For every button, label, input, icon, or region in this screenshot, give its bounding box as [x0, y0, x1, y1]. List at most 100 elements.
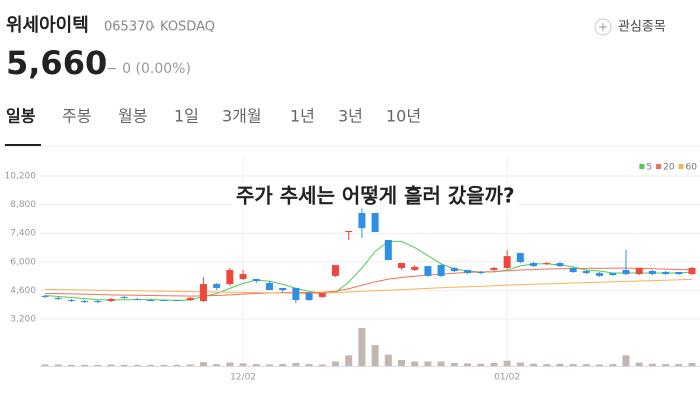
candle-body: [305, 293, 313, 300]
volume-bar: [345, 355, 353, 366]
volume-bar: [252, 364, 260, 366]
volume-bar: [292, 362, 300, 366]
annotation: 주가 추세는 어떻게 흘러 갔을까?: [236, 184, 515, 208]
watch-button[interactable]: 관심종목: [594, 18, 666, 36]
volume-bar: [371, 345, 379, 366]
candle-body: [543, 263, 551, 265]
candle-body: [609, 273, 617, 276]
candle-body: [107, 298, 115, 302]
candle-body: [596, 273, 604, 276]
volume-bar: [239, 363, 247, 366]
candle-body: [292, 287, 300, 300]
plus: [599, 23, 607, 31]
period-tab[interactable]: 1일: [174, 107, 199, 126]
y-tick-label: 3,200: [10, 314, 36, 324]
separator: [151, 25, 155, 29]
candle-body: [94, 301, 102, 303]
candle-body: [199, 284, 207, 302]
candle-body: [662, 272, 670, 275]
candle-body: [622, 269, 630, 275]
candle-body: [530, 263, 538, 267]
volume-bar: [160, 364, 168, 366]
volume-bar: [120, 364, 128, 366]
volume-bar: [464, 363, 472, 366]
candle-body: [516, 253, 524, 263]
candle-body: [147, 299, 155, 302]
volume-bar: [279, 364, 287, 366]
candle-body: [81, 301, 89, 303]
candle-body: [186, 297, 194, 300]
volume-bar: [582, 364, 590, 366]
period-tab[interactable]: 10년: [386, 107, 421, 126]
volume-bar: [477, 363, 485, 366]
period-tab[interactable]: 일봉: [6, 107, 36, 126]
volume-bar: [688, 362, 696, 366]
watch-label[interactable]: 관심종목: [618, 20, 666, 35]
volume-bar: [556, 363, 564, 366]
volume-bar: [358, 328, 366, 366]
volume-bar: [226, 362, 234, 366]
y-tick-label: 6,000: [10, 257, 36, 267]
volume-bar: [133, 364, 141, 366]
moving-average-line: [44, 267, 693, 297]
candle-body: [437, 265, 445, 276]
candle-body: [635, 267, 643, 275]
volume-bar: [424, 361, 432, 366]
stock-name: 위세아이텍: [6, 15, 89, 36]
period-tab[interactable]: 3개월: [222, 107, 262, 126]
moving-average-line: [44, 278, 693, 294]
candle-body: [556, 263, 564, 267]
y-tick-label: 8,800: [10, 200, 36, 210]
candle-body: [160, 299, 168, 302]
candle-body: [120, 296, 128, 298]
candle-body: [265, 283, 273, 290]
volume-bar: [186, 364, 194, 366]
tab-underline: [5, 144, 41, 146]
candle-body: [345, 230, 353, 232]
y-tick-label: 4,600: [10, 286, 36, 296]
candle-body: [54, 297, 62, 299]
volume-bar: [411, 361, 419, 366]
candle-body: [411, 266, 419, 270]
watch-icon: [594, 18, 612, 36]
candle-body: [252, 278, 260, 282]
volume-bar: [609, 364, 617, 366]
volume-bar: [305, 364, 313, 366]
candle-body: [477, 272, 485, 274]
period-tab[interactable]: 월봉: [118, 107, 147, 126]
volume-bar: [331, 361, 339, 366]
volume-bar: [437, 361, 445, 366]
candle-body: [398, 263, 406, 268]
period-tab[interactable]: 3년: [338, 107, 363, 126]
y-tick-label: 7,400: [10, 229, 36, 239]
candle-body: [582, 270, 590, 274]
legend-swatch: [639, 164, 645, 169]
market: KOSDAQ: [160, 20, 215, 35]
volume-bar: [67, 364, 75, 366]
price-change: − 0 (0.00%): [106, 61, 191, 77]
moving-average-line: [44, 240, 693, 301]
candle-body: [490, 267, 498, 270]
volume-bar: [662, 364, 670, 366]
legend-label: 60: [686, 163, 698, 173]
candle-body: [133, 298, 141, 300]
candle-body: [503, 256, 511, 268]
volume-bar: [543, 364, 551, 366]
candle-body: [384, 239, 392, 260]
volume-bar: [490, 362, 498, 366]
volume-bar: [384, 354, 392, 366]
period-tab[interactable]: 1년: [290, 107, 315, 126]
volume-bar: [81, 364, 89, 366]
volume-bar: [318, 364, 326, 366]
candle-body: [371, 213, 379, 232]
volume-bar: [648, 363, 656, 366]
volume-bar: [107, 364, 115, 366]
candle-body: [648, 270, 656, 275]
volume-bar: [199, 362, 207, 366]
price: 5,660: [6, 44, 107, 82]
x-tick-label: 01/02: [494, 373, 520, 383]
volume-bar: [503, 360, 511, 366]
candle-body: [67, 299, 75, 302]
period-tab[interactable]: 주봉: [62, 107, 91, 126]
